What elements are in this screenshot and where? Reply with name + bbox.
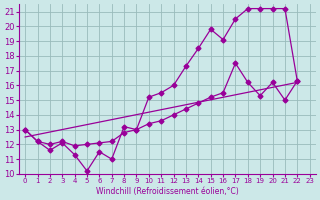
X-axis label: Windchill (Refroidissement éolien,°C): Windchill (Refroidissement éolien,°C) bbox=[96, 187, 239, 196]
